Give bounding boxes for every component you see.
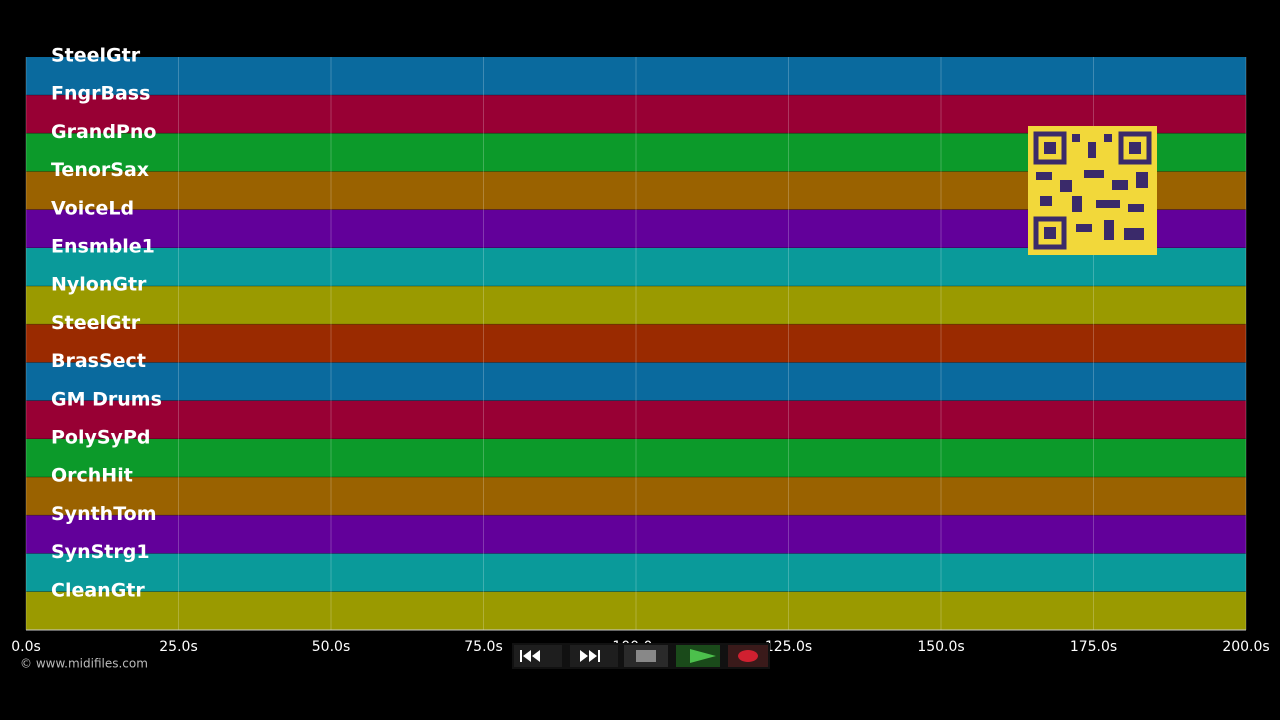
- track-name: GM Drums: [51, 388, 162, 410]
- track-name: TenorSax: [51, 159, 149, 181]
- track-name: NylonGtr: [51, 274, 147, 296]
- time-tick-label: 200.0s: [1222, 639, 1269, 655]
- track-lane: [26, 286, 1246, 325]
- track-name: SynStrg1: [51, 541, 150, 563]
- track-lane: [26, 439, 1246, 478]
- lanes: [26, 57, 1246, 631]
- track-lane: [26, 362, 1246, 401]
- grid: [25, 57, 1247, 630]
- time-tick-label: 150.0s: [917, 639, 964, 655]
- track-name: VoiceLd: [51, 197, 134, 219]
- track-name: GrandPno: [51, 121, 156, 143]
- track-labels: SteelGtr FngrBass GrandPno TenorSax VoiceLd E…: [51, 45, 162, 602]
- track-name: CleanGtr: [51, 579, 145, 601]
- copyright: © www.midifiles.com: [20, 657, 148, 671]
- track-name: OrchHit: [51, 465, 133, 487]
- track-lane: [26, 591, 1246, 630]
- track-name: SteelGtr: [51, 45, 141, 67]
- track-name: BrasSect: [51, 350, 146, 372]
- play-button[interactable]: [676, 645, 720, 667]
- transport: [512, 643, 770, 669]
- track-lane: [26, 477, 1246, 516]
- track-name: PolySyPd: [51, 427, 150, 449]
- stop-button[interactable]: [624, 645, 668, 667]
- forward-button[interactable]: [570, 645, 618, 667]
- time-tick-label: 25.0s: [159, 639, 197, 655]
- time-tick-label: 125.0s: [765, 639, 812, 655]
- track-name: FngrBass: [51, 83, 150, 105]
- track-name: SynthTom: [51, 503, 157, 525]
- track-lane: [26, 324, 1246, 363]
- track-lane: [26, 515, 1246, 554]
- qr-code: [1028, 126, 1157, 255]
- time-tick-label: 0.0s: [11, 639, 41, 655]
- time-tick-label: 50.0s: [312, 639, 350, 655]
- record-button[interactable]: [728, 645, 768, 667]
- track-lane: [26, 400, 1246, 439]
- track-lane: [26, 57, 1246, 96]
- time-tick-label: 175.0s: [1070, 639, 1117, 655]
- track-lane: [26, 553, 1246, 592]
- time-tick-label: 75.0s: [464, 639, 502, 655]
- track-name: SteelGtr: [51, 312, 141, 334]
- track-name: Ensmble1: [51, 236, 155, 258]
- rewind-button[interactable]: [514, 645, 562, 667]
